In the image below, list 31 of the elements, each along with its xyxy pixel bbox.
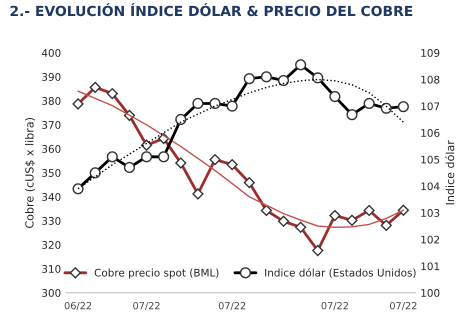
y2-axis-title: Indice dólar bbox=[445, 140, 454, 204]
y2-tick-label: 106 bbox=[421, 129, 440, 137]
x-tick-label: 07/22 bbox=[218, 302, 246, 310]
y2-tick-label: 104 bbox=[421, 182, 440, 190]
y-tick-label: 400 bbox=[42, 49, 61, 57]
y-axis-title: Cobre (cUS$ x libra) bbox=[25, 118, 36, 228]
y2-tick-label: 100 bbox=[421, 289, 440, 297]
legend-label: Cobre precio spot (BML) bbox=[94, 268, 218, 279]
y-tick-label: 390 bbox=[42, 73, 61, 81]
y-tick-label: 380 bbox=[42, 97, 61, 105]
y2-tick-label: 101 bbox=[421, 262, 440, 270]
y-tick-label: 300 bbox=[42, 289, 61, 297]
y2-tick-label: 109 bbox=[421, 49, 440, 57]
x-tick-label: 06/22 bbox=[64, 302, 92, 310]
y2-tick-label: 105 bbox=[421, 156, 440, 164]
y2-tick-label: 102 bbox=[421, 236, 440, 244]
legend-label: Indice dólar (Estados Unidos) bbox=[265, 268, 416, 278]
y2-tick-label: 108 bbox=[421, 76, 440, 84]
chart-title: 2.- EVOLUCIÓN ÍNDICE DÓLAR & PRECIO DEL COBRE bbox=[10, 3, 412, 16]
y-tick-label: 360 bbox=[42, 145, 61, 153]
y2-tick-label: 103 bbox=[421, 209, 440, 217]
y-tick-label: 350 bbox=[42, 169, 61, 177]
y-tick-label: 340 bbox=[42, 193, 61, 201]
y-tick-label: 370 bbox=[42, 121, 61, 129]
y2-tick-label: 107 bbox=[421, 102, 440, 110]
y-tick-label: 330 bbox=[42, 217, 61, 225]
x-tick-label: 07/22 bbox=[133, 302, 160, 310]
y-tick-label: 320 bbox=[42, 241, 61, 249]
x-tick-label: 07/22 bbox=[390, 302, 416, 310]
x-tick-label: 07/22 bbox=[322, 302, 348, 310]
y-tick-label: 310 bbox=[42, 265, 61, 273]
